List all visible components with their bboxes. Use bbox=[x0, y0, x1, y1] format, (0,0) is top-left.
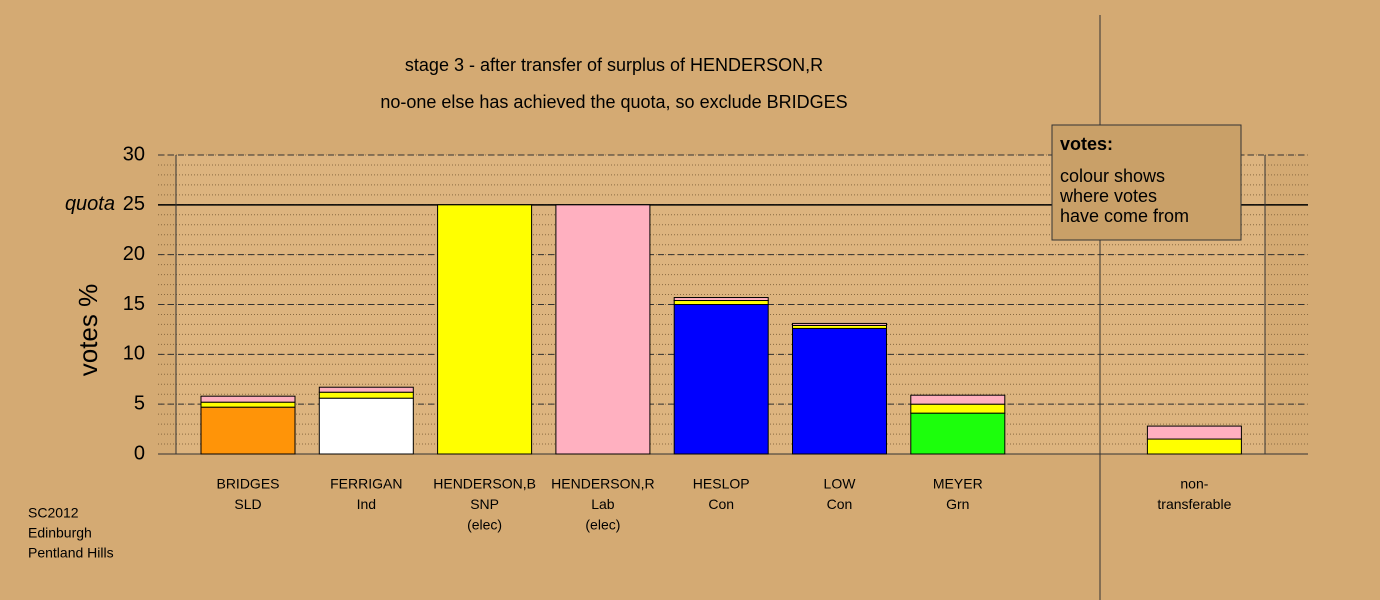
x-tick-label: HESLOP bbox=[693, 476, 750, 492]
x-tick-label: BRIDGES bbox=[216, 476, 279, 492]
x-tick-label: LOW bbox=[824, 476, 857, 492]
x-tick-label: SNP bbox=[470, 496, 499, 512]
x-tick-label: Ind bbox=[357, 496, 376, 512]
y-tick-label: 30 bbox=[123, 143, 145, 165]
x-tick-label: (elec) bbox=[585, 517, 620, 533]
chart-title: stage 3 - after transfer of surplus of H… bbox=[405, 55, 823, 75]
bar-segment bbox=[437, 204, 533, 455]
bar-segment bbox=[200, 401, 296, 408]
note-line: where votes bbox=[1059, 186, 1157, 206]
chart-subtitle: no-one else has achieved the quota, so e… bbox=[380, 92, 847, 112]
bar-segment bbox=[673, 297, 769, 302]
bar-segment bbox=[910, 403, 1006, 414]
x-tick-label: non- bbox=[1180, 476, 1208, 492]
bar-segment bbox=[555, 204, 651, 455]
bar-segment bbox=[318, 386, 414, 393]
note-box bbox=[1051, 124, 1242, 241]
footer-line: SC2012 bbox=[28, 505, 79, 521]
y-tick-label: 0 bbox=[134, 442, 145, 464]
x-tick-label: (elec) bbox=[467, 517, 502, 533]
x-tick-label: FERRIGAN bbox=[330, 476, 402, 492]
x-tick-label: Con bbox=[827, 496, 853, 512]
bar-segment bbox=[792, 327, 887, 455]
note-title: votes: bbox=[1060, 134, 1113, 154]
y-tick-label: 10 bbox=[123, 343, 145, 365]
x-tick-label: Lab bbox=[591, 496, 615, 512]
bar-segment bbox=[200, 406, 296, 455]
x-tick-label: SLD bbox=[234, 496, 261, 512]
x-tick-label: transferable bbox=[1157, 496, 1231, 512]
y-tick-label: 5 bbox=[134, 392, 145, 414]
bar-segment bbox=[318, 397, 414, 455]
footer-line: Pentland Hills bbox=[28, 545, 114, 561]
quota-label: quota bbox=[65, 193, 115, 215]
y-tick-label: 25 bbox=[123, 193, 145, 215]
y-tick-label: 15 bbox=[123, 293, 145, 315]
bar-segment bbox=[200, 395, 296, 403]
x-tick-label: HENDERSON,B bbox=[433, 476, 536, 492]
x-tick-label: MEYER bbox=[933, 476, 983, 492]
bar-segment bbox=[910, 394, 1006, 405]
x-tick-label: Grn bbox=[946, 496, 969, 512]
bar-segment bbox=[910, 412, 1006, 455]
bar-segment bbox=[673, 300, 769, 306]
note-line: have come from bbox=[1060, 206, 1189, 226]
bar-segment bbox=[1146, 438, 1242, 455]
x-tick-label: Con bbox=[708, 496, 734, 512]
bar-segment bbox=[792, 322, 887, 326]
footer-line: Edinburgh bbox=[28, 525, 92, 541]
y-axis-label: votes % bbox=[73, 284, 103, 377]
note-line: colour shows bbox=[1060, 166, 1165, 186]
bar-segment bbox=[673, 304, 769, 455]
y-tick-label: 20 bbox=[123, 243, 145, 265]
x-tick-label: HENDERSON,R bbox=[551, 476, 654, 492]
bar-segment bbox=[1146, 425, 1242, 440]
bar-segment bbox=[318, 391, 414, 399]
